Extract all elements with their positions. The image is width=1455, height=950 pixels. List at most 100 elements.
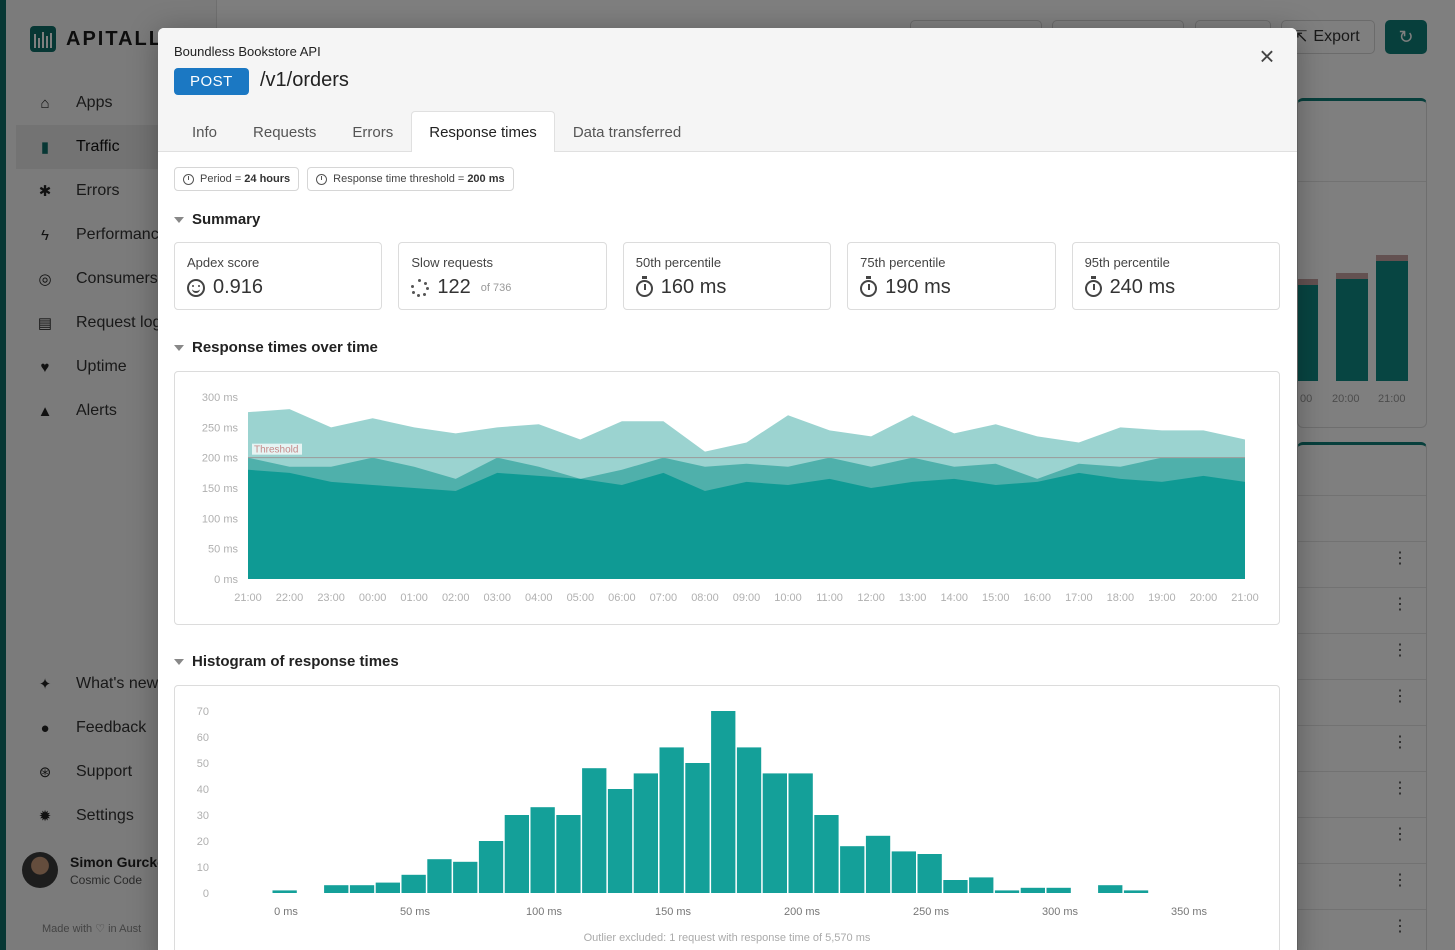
tab-errors[interactable]: Errors: [352, 124, 394, 141]
summary-title: Summary: [192, 211, 261, 228]
stopwatch-icon: [316, 173, 328, 185]
x-tick-label: 300 ms: [1042, 906, 1079, 918]
smile-icon: [187, 278, 205, 297]
x-tick-label: 08:00: [691, 592, 719, 604]
card-value: 240 ms: [1084, 276, 1267, 299]
threshold-label-bg: [252, 443, 302, 455]
stopwatch-icon: [1084, 276, 1102, 297]
p75-value: 190 ms: [885, 276, 951, 298]
x-tick-label: 250 ms: [913, 906, 950, 918]
x-tick-label: 19:00: [1148, 592, 1176, 604]
modal-header: Boundless Bookstore API POST /v1/orders …: [158, 28, 1297, 152]
caret-down-icon: [174, 216, 184, 223]
x-tick-label: 23:00: [317, 592, 345, 604]
slow-requests-value: 122: [437, 276, 471, 298]
x-tick-label: 14:00: [940, 592, 968, 604]
x-tick-label: 200 ms: [784, 906, 821, 918]
x-tick-label: 13:00: [899, 592, 927, 604]
over-time-section-toggle[interactable]: Response times over time: [174, 339, 378, 356]
y-tick-label: 150 ms: [202, 483, 239, 495]
histogram-bar: [917, 854, 942, 893]
histogram-bar: [1098, 885, 1123, 893]
tab-response-times[interactable]: Response times: [411, 111, 555, 152]
threshold-chip-label: Response time threshold =: [333, 173, 465, 185]
histogram-section-toggle[interactable]: Histogram of response times: [174, 653, 399, 670]
x-tick-label: 0 ms: [274, 906, 298, 918]
x-tick-label: 100 ms: [526, 906, 563, 918]
histogram-bar: [453, 861, 478, 893]
p75-card: 75th percentile 190 ms: [847, 242, 1056, 310]
x-tick-label: 21:00: [1231, 592, 1259, 604]
caret-down-icon: [174, 344, 184, 351]
x-tick-label: 09:00: [733, 592, 761, 604]
histogram-bar: [736, 747, 762, 893]
x-tick-label: 16:00: [1024, 592, 1052, 604]
histogram-title: Histogram of response times: [192, 653, 399, 670]
response-times-chart: 0 ms 50 ms 100 ms 150 ms 200 ms 250 ms 300 ms 2…: [174, 371, 1280, 625]
summary-section-toggle[interactable]: Summary: [174, 211, 260, 228]
x-tick-label: 03:00: [483, 592, 511, 604]
p95-card: 95th percentile 240 ms: [1071, 242, 1280, 310]
histogram-bar: [788, 773, 813, 893]
area-series-3: [248, 469, 1245, 579]
p95-value: 240 ms: [1109, 276, 1176, 298]
x-tick-label: 12:00: [857, 592, 885, 604]
x-tick-label: 02:00: [442, 592, 470, 604]
modal-tabs: Info Requests Errors Response times Data…: [174, 111, 699, 152]
histogram-bar: [607, 789, 633, 893]
histogram-bar: [969, 877, 994, 893]
card-value: 0.916: [187, 276, 369, 299]
histogram-bar: [994, 890, 1020, 893]
apdex-card: Apdex score 0.916: [174, 242, 383, 310]
threshold-chip: Response time threshold = 200 ms: [307, 167, 514, 191]
histogram-bar: [762, 773, 787, 893]
period-chip-value: 24 hours: [244, 173, 291, 185]
y-tick-label: 60: [197, 732, 209, 744]
histogram-bar: [504, 815, 529, 893]
threshold-chip-value: 200 ms: [467, 173, 505, 185]
threshold-label: Threshold: [254, 445, 298, 456]
card-label: 95th percentile: [1084, 255, 1170, 270]
endpoint-modal: Boundless Bookstore API POST /v1/orders …: [158, 28, 1297, 950]
histogram-bar: [478, 841, 504, 893]
slow-requests-total: of 736: [480, 281, 512, 294]
caret-down-icon: [174, 658, 184, 665]
x-tick-label: 150 ms: [655, 906, 692, 918]
clock-icon: [183, 173, 194, 185]
card-value: 122 of 736: [411, 276, 593, 299]
card-label: Apdex score: [187, 255, 260, 270]
x-tick-label: 22:00: [276, 592, 304, 604]
histogram-bar: [865, 835, 891, 893]
app-name: Boundless Bookstore API: [174, 44, 321, 59]
x-tick-label: 17:00: [1065, 592, 1093, 604]
tab-info[interactable]: Info: [192, 124, 218, 141]
histogram-bar: [891, 851, 916, 893]
histogram-bar: [685, 763, 710, 893]
spinner-icon: [411, 278, 430, 297]
histogram-bar: [814, 815, 839, 893]
histogram-bar: [1046, 887, 1071, 893]
period-chip: Period = 24 hours: [174, 167, 300, 191]
card-label: Slow requests: [411, 255, 494, 270]
apdex-value: 0.916: [213, 276, 264, 298]
histogram-bar: [659, 747, 684, 893]
x-tick-label: 15:00: [982, 592, 1010, 604]
y-tick-label: 30: [197, 810, 209, 822]
histogram-bar: [401, 874, 426, 893]
p50-card: 50th percentile 160 ms: [622, 242, 832, 310]
close-icon[interactable]: ×: [1259, 41, 1275, 71]
card-label: 50th percentile: [635, 255, 722, 270]
histogram-bar: [324, 885, 349, 893]
histogram-bar: [582, 768, 607, 893]
histogram-bar: [349, 885, 375, 893]
area-chart-svg: 0 ms 50 ms 100 ms 150 ms 200 ms 250 ms 300 ms 2…: [202, 392, 1259, 604]
y-tick-label: 250 ms: [202, 422, 239, 434]
x-tick-label: 05:00: [567, 592, 595, 604]
tab-requests[interactable]: Requests: [253, 124, 317, 141]
y-tick-label: 50 ms: [208, 544, 238, 556]
slow-requests-card: Slow requests 122 of 736: [398, 242, 607, 310]
tab-data-transferred[interactable]: Data transferred: [572, 124, 682, 141]
histogram-bar: [556, 815, 581, 893]
stopwatch-icon: [860, 276, 878, 297]
endpoint-path: /v1/orders: [260, 69, 349, 91]
